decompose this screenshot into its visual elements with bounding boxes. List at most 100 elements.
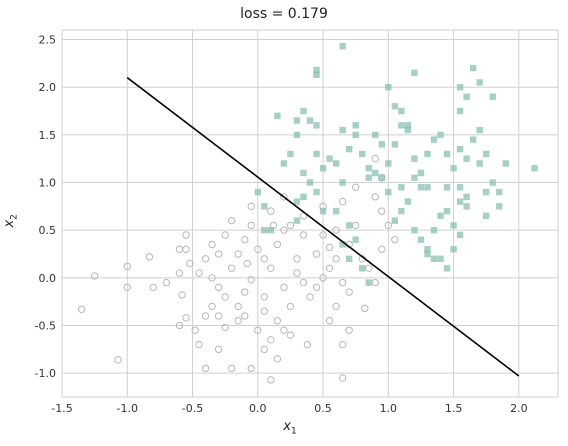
class-1-point	[261, 226, 268, 234]
class-0-point	[312, 250, 321, 258]
class-0-point	[182, 314, 190, 322]
class-1-point	[254, 188, 261, 196]
class-1-point	[456, 231, 464, 239]
class-0-point	[123, 262, 131, 271]
class-1-point	[469, 136, 477, 143]
class-1-point	[411, 174, 418, 181]
class-0-point	[123, 283, 131, 292]
class-0-point	[227, 264, 236, 273]
class-0-point	[319, 274, 327, 282]
class-0-point	[286, 331, 295, 339]
class-0-point	[345, 326, 353, 334]
class-1-point	[293, 117, 301, 124]
class-1-point	[456, 145, 464, 153]
x-tick-label: -1.5	[51, 402, 72, 415]
class-0-point	[201, 255, 210, 263]
class-0-point	[77, 305, 86, 314]
y-tick-label: 0.0	[39, 272, 57, 285]
class-0-point	[286, 302, 295, 311]
class-1-point	[398, 207, 405, 215]
class-0-point	[247, 221, 255, 230]
class-0-point	[201, 364, 210, 373]
class-1-point	[385, 188, 392, 196]
class-0-point	[221, 323, 229, 332]
class-1-point	[450, 165, 457, 172]
class-0-point	[280, 326, 288, 334]
class-0-point	[178, 291, 186, 299]
class-1-point	[300, 107, 307, 115]
class-0-point	[267, 336, 275, 344]
class-1-point	[430, 226, 438, 234]
class-1-point	[424, 184, 431, 191]
class-1-point	[469, 64, 477, 72]
class-1-point	[352, 236, 359, 243]
class-1-point	[411, 69, 418, 77]
class-1-point	[450, 222, 457, 229]
class-0-point	[267, 264, 275, 273]
class-0-point	[195, 340, 203, 349]
class-0-point	[241, 236, 249, 244]
class-1-point	[359, 265, 366, 272]
y-tick-label: 1.5	[39, 129, 57, 142]
class-1-point	[326, 155, 333, 162]
class-0-point	[273, 355, 282, 363]
class-0-point	[325, 264, 334, 273]
x-tick-label: 1.0	[380, 402, 398, 415]
class-1-point	[378, 141, 385, 148]
x-tick-label: 0.5	[314, 402, 332, 415]
class-1-point	[280, 160, 288, 167]
class-0-point	[186, 259, 194, 268]
class-0-point	[254, 245, 262, 253]
class-0-point	[332, 302, 340, 311]
class-0-point	[227, 216, 236, 225]
class-0-point	[338, 197, 347, 206]
x-tick-label: -1.0	[117, 402, 138, 415]
class-1-point	[313, 71, 320, 79]
class-1-point	[443, 207, 451, 215]
class-0-point	[221, 231, 229, 239]
class-1-point	[456, 107, 464, 115]
class-0-point	[273, 240, 282, 249]
class-1-point	[404, 122, 412, 129]
class-1-point	[319, 207, 327, 215]
class-1-point	[489, 179, 496, 186]
class-1-point	[345, 145, 353, 153]
class-1-point	[372, 131, 379, 139]
class-1-point	[313, 150, 320, 158]
class-0-point	[332, 226, 340, 234]
class-0-point	[247, 202, 255, 211]
class-1-point	[417, 236, 425, 243]
class-1-point	[365, 279, 372, 286]
class-1-point	[476, 79, 483, 86]
class-1-point	[313, 66, 320, 74]
x-tick-label: 0.0	[249, 402, 267, 415]
class-1-point	[496, 203, 503, 210]
class-1-point	[496, 188, 503, 196]
class-1-point	[306, 179, 314, 186]
class-0-point	[371, 278, 379, 287]
class-1-point	[463, 193, 470, 201]
class-1-point	[293, 217, 301, 224]
class-1-point	[274, 112, 281, 119]
class-0-point	[241, 312, 249, 320]
class-1-point	[411, 226, 418, 234]
class-0-point	[175, 321, 184, 330]
class-0-point	[175, 269, 184, 277]
class-1-point	[313, 122, 320, 129]
class-0-point	[191, 326, 199, 334]
y-axis-label: x2	[2, 214, 20, 227]
class-0-point	[361, 304, 369, 313]
class-0-points	[77, 154, 399, 384]
class-1-point	[287, 150, 294, 158]
class-0-point	[286, 221, 295, 230]
class-1-point	[437, 212, 444, 220]
class-0-point	[243, 259, 252, 268]
class-1-point	[339, 43, 346, 50]
class-1-point	[372, 169, 379, 177]
class-1-point	[332, 160, 340, 167]
class-0-point	[325, 243, 334, 252]
class-1-point	[398, 184, 405, 191]
class-0-point	[299, 278, 308, 287]
class-0-point	[234, 317, 242, 325]
